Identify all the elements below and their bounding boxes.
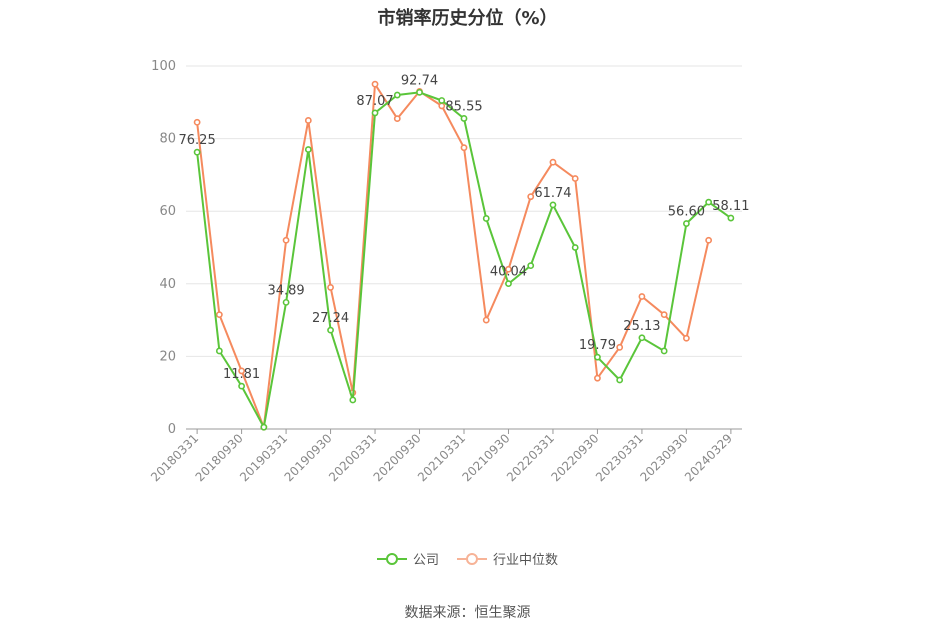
data-point-company <box>393 91 401 99</box>
data-label: 87.07 <box>356 94 393 109</box>
data-point-industry <box>371 80 379 88</box>
legend-item-industry[interactable]: 行业中位数 <box>457 549 558 568</box>
data-point-company <box>327 326 334 334</box>
data-label: 11.81 <box>223 367 260 382</box>
data-point-industry <box>482 316 490 324</box>
data-label: 58.11 <box>712 199 749 214</box>
y-tick-label: 80 <box>159 132 176 147</box>
grid-lines <box>186 65 742 357</box>
legend-company-marker-icon <box>376 552 407 565</box>
data-label: 25.13 <box>623 319 660 334</box>
data-point-company <box>482 215 490 222</box>
data-label: 27.24 <box>312 311 349 326</box>
y-tick-label: 100 <box>151 59 176 74</box>
data-point-industry <box>282 236 290 244</box>
data-point-industry <box>215 311 223 319</box>
data-point-company <box>349 396 357 404</box>
data-point-company <box>215 347 223 355</box>
data-point-company <box>282 298 290 306</box>
legend-company-label: 公司 <box>412 553 439 568</box>
data-point-industry <box>638 293 646 300</box>
data-point-company <box>260 423 268 431</box>
data-label: 34.89 <box>267 283 304 298</box>
data-point-company <box>683 220 690 227</box>
series-lines <box>193 80 735 431</box>
series-line-industry <box>196 83 710 429</box>
series-line-company <box>196 91 732 429</box>
data-point-company <box>616 376 624 384</box>
data-label: 92.74 <box>401 73 438 88</box>
data-point-company <box>594 353 601 361</box>
data-point-company <box>371 109 379 117</box>
data-point-industry <box>438 102 446 110</box>
data-point-industry <box>393 115 401 123</box>
data-point-industry <box>594 374 601 382</box>
legend-industry-label: 行业中位数 <box>493 553 559 568</box>
legend-industry-marker-icon <box>457 552 487 565</box>
data-point-company <box>705 198 713 206</box>
legend: 公司 行业中位数 <box>0 549 935 568</box>
y-tick-label: 40 <box>159 277 176 292</box>
data-labels: 76.25 11.81 34.89 27.24 87.07 92.74 85.55 40.04… <box>179 73 750 382</box>
data-label: 85.55 <box>445 99 482 114</box>
data-point-company <box>727 214 735 222</box>
data-point-industry <box>527 193 535 201</box>
data-point-industry <box>304 117 312 124</box>
y-tick-label: 20 <box>159 349 176 364</box>
data-point-company <box>638 334 646 342</box>
data-point-company <box>304 146 312 153</box>
data-point-company <box>416 88 423 96</box>
data-point-industry <box>705 236 713 244</box>
data-point-industry <box>683 334 690 342</box>
x-tick-label: 20240329 <box>682 431 735 484</box>
data-label: 76.25 <box>179 133 216 148</box>
data-point-company <box>549 201 557 209</box>
data-point-industry <box>616 343 624 351</box>
data-point-industry <box>660 311 668 319</box>
data-point-industry <box>327 284 334 291</box>
data-point-company <box>660 347 668 355</box>
legend-item-company[interactable]: 公司 <box>376 549 439 568</box>
data-point-company <box>238 382 245 390</box>
data-point-company <box>460 115 468 122</box>
y-tick-label: 60 <box>159 204 176 219</box>
data-point-company <box>193 148 201 156</box>
data-point-company <box>527 262 535 270</box>
axes: 0204060801002018033120180930201903312019… <box>148 59 742 484</box>
data-point-company <box>571 244 579 251</box>
data-source: 数据来源：恒生聚源 <box>404 605 531 621</box>
data-point-industry <box>460 144 468 152</box>
data-point-company <box>505 280 512 288</box>
data-point-industry <box>193 118 201 126</box>
data-label: 61.74 <box>534 186 571 201</box>
data-point-industry <box>238 367 245 375</box>
chart-title: 市销率历史分位（%） <box>377 8 558 29</box>
data-point-company <box>438 97 446 104</box>
y-tick-label: 0 <box>168 422 176 437</box>
data-label: 40.04 <box>490 265 527 280</box>
data-point-industry <box>505 265 512 273</box>
data-label: 56.60 <box>668 205 705 220</box>
data-label: 19.79 <box>579 338 616 353</box>
data-point-industry <box>549 158 557 166</box>
data-point-industry <box>571 175 579 182</box>
